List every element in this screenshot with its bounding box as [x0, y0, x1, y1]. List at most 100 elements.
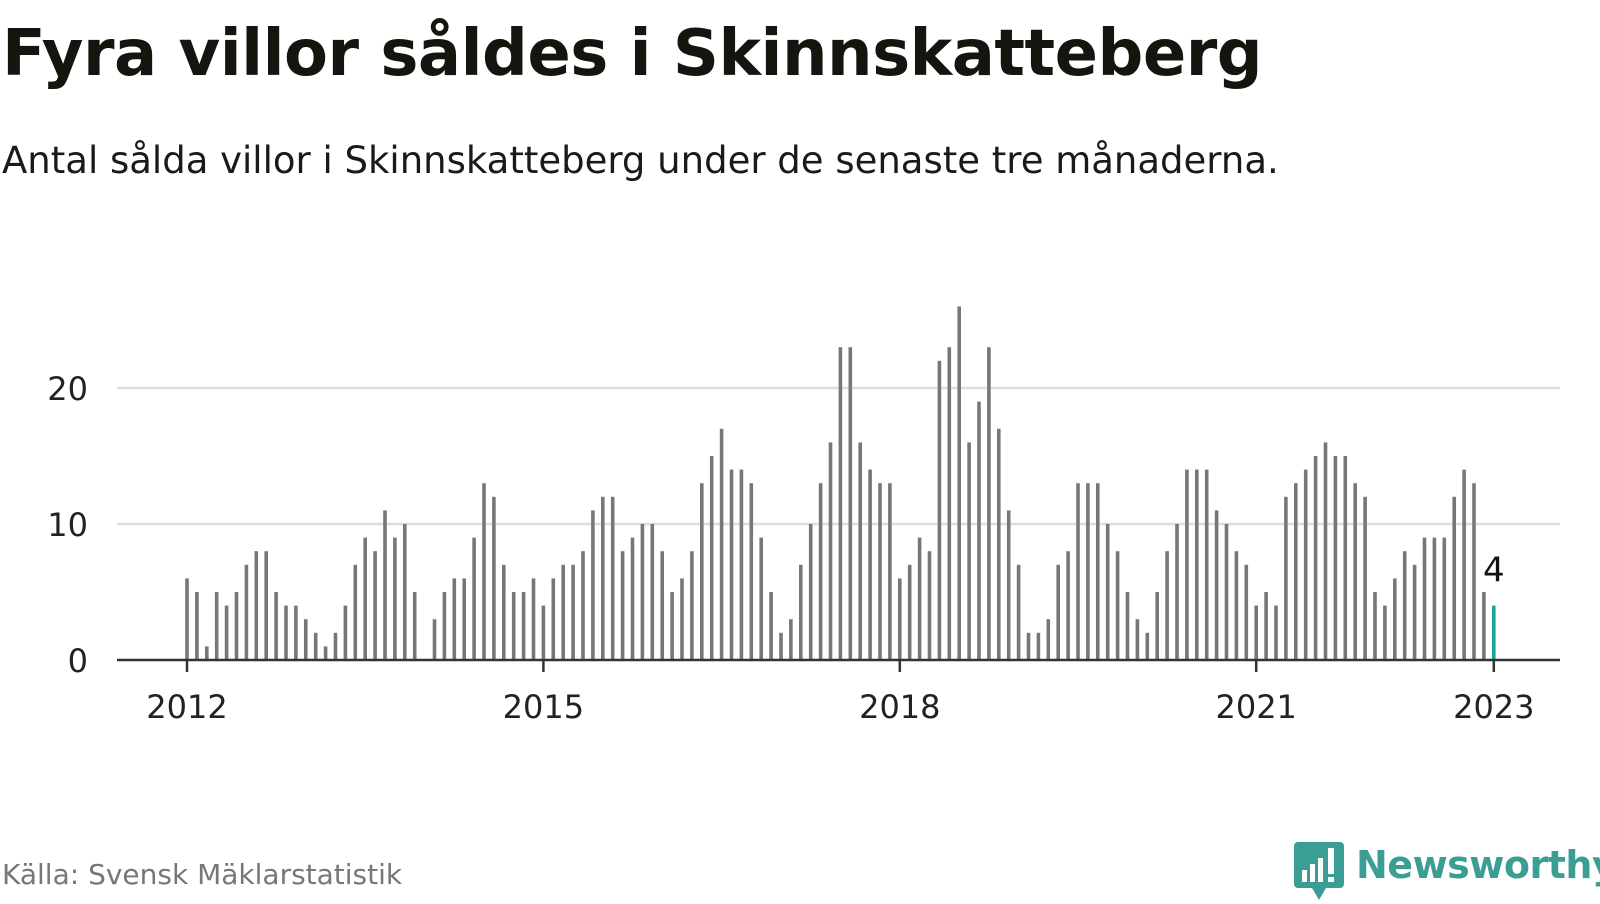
bar	[1086, 483, 1090, 660]
bar	[1056, 564, 1060, 660]
bar	[264, 551, 268, 660]
bar	[1343, 456, 1348, 660]
bar	[601, 496, 605, 660]
bar-highlight	[1492, 605, 1496, 660]
bar	[987, 347, 991, 660]
bar	[719, 428, 724, 660]
highlight-value-label: 4	[1483, 551, 1505, 591]
bar	[878, 483, 882, 660]
bar	[660, 551, 664, 660]
bar	[977, 401, 981, 660]
bar	[462, 578, 466, 660]
bar	[808, 524, 813, 660]
bar	[1323, 442, 1328, 660]
bar	[244, 564, 249, 660]
newsworthy-logo: Newsworthy	[1294, 842, 1600, 904]
bars	[185, 306, 1496, 660]
bar	[551, 578, 556, 660]
y-tick-label: 10	[47, 506, 88, 544]
bar	[432, 619, 437, 660]
bar	[254, 551, 259, 660]
bar	[1482, 592, 1486, 660]
bar	[581, 551, 585, 660]
bar	[571, 564, 575, 660]
bar	[502, 564, 506, 660]
bar	[284, 605, 288, 660]
bar	[511, 592, 516, 660]
bar	[1016, 564, 1021, 660]
bar	[1442, 537, 1447, 660]
bar	[541, 605, 546, 660]
bar	[799, 564, 803, 660]
brand-name: Newsworthy	[1356, 843, 1600, 887]
bar	[1383, 605, 1387, 660]
bar	[1204, 469, 1209, 660]
bar	[531, 578, 536, 660]
bar	[937, 360, 942, 660]
bar	[1036, 632, 1041, 660]
bar	[1264, 592, 1268, 660]
bar	[888, 483, 892, 660]
bar	[294, 605, 298, 660]
bar	[670, 592, 674, 660]
bar	[1006, 510, 1011, 660]
bar	[353, 564, 358, 660]
bar	[779, 632, 783, 660]
x-tick-label: 2012	[146, 688, 227, 726]
bar	[363, 537, 367, 660]
bar	[759, 537, 763, 660]
bar	[868, 469, 872, 660]
bar	[591, 510, 595, 660]
bar	[195, 592, 199, 660]
bar	[1244, 564, 1249, 660]
bar	[1175, 524, 1179, 660]
bar	[1066, 551, 1070, 660]
bar	[492, 496, 496, 660]
bar	[917, 537, 922, 660]
bar	[680, 578, 684, 660]
bar	[1353, 483, 1357, 660]
bar	[957, 306, 961, 660]
bar	[482, 483, 486, 660]
bar	[1462, 469, 1466, 660]
bar	[1412, 564, 1417, 660]
bar	[1026, 632, 1031, 660]
bar	[1155, 592, 1159, 660]
bar	[343, 605, 348, 660]
x-tick-label: 2015	[503, 688, 584, 726]
bar	[690, 551, 694, 660]
bar	[323, 646, 328, 660]
bar	[393, 537, 397, 660]
bar	[709, 456, 714, 660]
bar	[1096, 483, 1100, 660]
bar	[1363, 496, 1367, 660]
bar	[1333, 456, 1338, 660]
bar	[304, 619, 308, 660]
bar	[1274, 605, 1278, 660]
bar	[640, 524, 645, 660]
bar	[214, 592, 219, 660]
bar	[858, 442, 862, 660]
bar	[521, 592, 526, 660]
x-tick-label: 2023	[1453, 688, 1534, 726]
bar	[1076, 483, 1080, 660]
bar	[412, 592, 417, 660]
bar	[838, 347, 843, 660]
tick-labels: 0 10 20 4 2012 2015 2018 2021 2023	[47, 370, 1534, 726]
bar	[1105, 524, 1110, 660]
bar	[1294, 483, 1298, 660]
bar	[620, 551, 625, 660]
bar	[1185, 469, 1189, 660]
bar	[997, 428, 1001, 660]
bar	[1145, 632, 1150, 660]
bar	[205, 646, 209, 660]
y-tick-label: 0	[68, 642, 88, 680]
chart-bubble-icon	[1294, 842, 1344, 900]
bar	[1422, 537, 1427, 660]
bar	[907, 564, 912, 660]
chart-subtitle: Antal sålda villor i Skinnskatteberg und…	[2, 139, 1279, 182]
bar	[185, 578, 189, 660]
bar	[650, 524, 655, 660]
bar	[818, 483, 823, 660]
bar	[1125, 592, 1130, 660]
